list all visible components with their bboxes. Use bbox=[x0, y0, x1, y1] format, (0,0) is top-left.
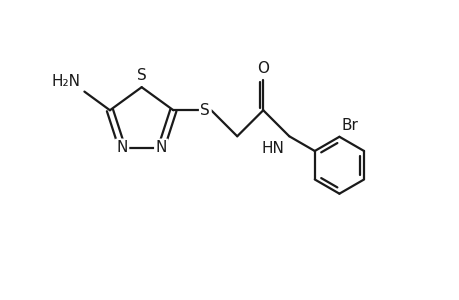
Text: Br: Br bbox=[341, 118, 358, 133]
Text: O: O bbox=[257, 61, 269, 76]
Text: N: N bbox=[116, 140, 128, 155]
Text: S: S bbox=[136, 68, 146, 83]
Text: H₂N: H₂N bbox=[51, 74, 80, 89]
Text: HN: HN bbox=[261, 141, 284, 156]
Text: S: S bbox=[200, 103, 210, 118]
Text: N: N bbox=[155, 140, 167, 155]
